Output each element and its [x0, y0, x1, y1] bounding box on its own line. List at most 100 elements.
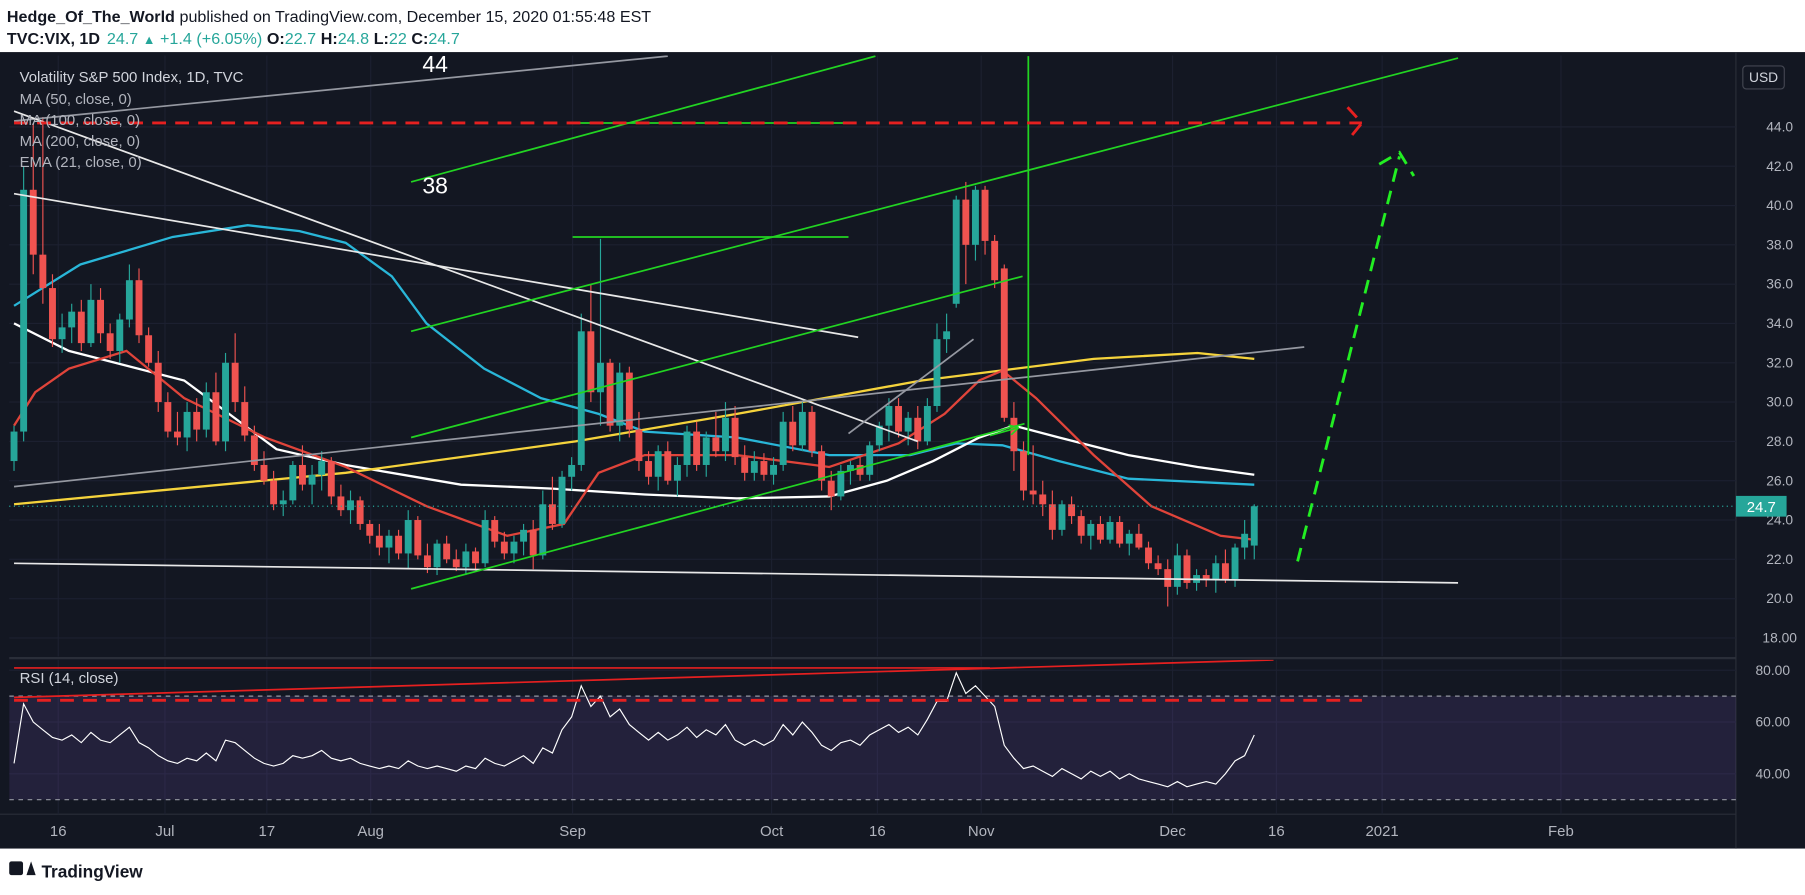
candle-body [606, 362, 614, 426]
high: 24.8 [338, 30, 369, 48]
candle-body [520, 529, 528, 542]
chart-title: Volatility S&P 500 Index, 1D, TVC [20, 69, 244, 86]
candle-body [39, 254, 47, 289]
candle-body [164, 402, 172, 432]
candle-body [97, 299, 104, 334]
candle-body [693, 431, 701, 465]
last-price-label: 24.7 [1747, 499, 1776, 516]
candles [10, 117, 1258, 607]
trend-line [1346, 106, 1364, 142]
h-label: H: [321, 30, 338, 48]
candle-body [1231, 547, 1239, 579]
candle-body [145, 335, 153, 363]
arrow-head [1008, 424, 1019, 429]
candle-body [1068, 504, 1076, 517]
x-tick-label: 17 [259, 823, 276, 840]
o-label: O: [267, 30, 285, 48]
candle-body [1183, 555, 1191, 583]
candle-body [308, 474, 316, 485]
candle-body [318, 461, 326, 475]
candle-body [395, 535, 403, 554]
candle-body [683, 431, 691, 465]
candle-body [616, 372, 624, 426]
candle-body [347, 500, 354, 511]
trend-line [410, 422, 1025, 590]
brand: TradingView [41, 861, 143, 881]
candle-body [1020, 451, 1027, 491]
candle-body [673, 464, 681, 481]
candle-body [818, 451, 826, 481]
candle-body [443, 543, 451, 560]
y-tick-label: 32.0 [1766, 354, 1793, 370]
candle-body [568, 464, 576, 477]
candle-body [212, 392, 220, 442]
candle-body [106, 333, 114, 351]
rsi-pane [9, 671, 1736, 801]
indicators [13, 224, 1255, 541]
y-tick-label: 20.0 [1766, 590, 1793, 606]
candle-body [452, 559, 460, 568]
candle-body [712, 437, 720, 452]
rsi-tick-label: 60.00 [1756, 714, 1791, 730]
candle-body [856, 464, 864, 475]
candle-body [971, 189, 979, 245]
rsi-tick-label: 80.00 [1756, 662, 1791, 678]
candle-body [558, 476, 566, 524]
trend-line [14, 562, 1459, 584]
candle-body [356, 500, 364, 524]
candle-body [433, 543, 441, 568]
x-tick-label: Nov [968, 823, 995, 840]
candle-body [298, 464, 306, 485]
candle-body [375, 535, 383, 548]
low: 22 [389, 30, 407, 48]
candle-body [981, 189, 989, 241]
trend-line [1378, 150, 1416, 177]
candle-body [1250, 506, 1258, 546]
header-line-1: Hedge_Of_The_World published on TradingVi… [7, 8, 651, 26]
author: Hedge_Of_The_World [7, 8, 175, 26]
candle-body [125, 280, 133, 320]
candle-body [202, 392, 210, 430]
candle-body [645, 461, 653, 477]
candle-body [1000, 268, 1008, 418]
candle-body [423, 555, 431, 568]
candle-body [587, 331, 595, 393]
unit: USD [1749, 69, 1778, 85]
candle-body [77, 311, 85, 344]
x-tick-label: Jul [155, 823, 174, 840]
candle-body [500, 541, 508, 554]
y-tick-label: 18.00 [1762, 630, 1797, 646]
candle-body [327, 461, 335, 497]
candle-body [1116, 521, 1124, 544]
candle-body [1212, 563, 1220, 579]
candle-body [260, 464, 268, 481]
candle-body [1173, 555, 1181, 587]
rsi-line [13, 671, 1255, 788]
candle-body [760, 461, 768, 475]
candle-body [1077, 516, 1085, 536]
candle-body [193, 411, 201, 430]
trend-line [410, 275, 1023, 439]
l-label: L: [374, 30, 389, 48]
candle-body [914, 417, 922, 442]
change-pct: (+6.05%) [196, 30, 262, 48]
candle-body [174, 431, 181, 438]
candle-body [154, 362, 162, 403]
candle-body [991, 240, 999, 281]
candle-body [904, 417, 912, 432]
candle-body [1029, 490, 1037, 495]
trend-line [1296, 156, 1401, 562]
candle-body [741, 457, 749, 473]
y-tick-label: 38.0 [1766, 236, 1793, 252]
y-tick-label: 22.0 [1766, 551, 1793, 567]
trend-line [410, 57, 1459, 333]
candle-body [827, 480, 835, 497]
candle-body [20, 189, 28, 432]
last: 24.7 [107, 30, 138, 48]
indicator-line [13, 351, 1255, 506]
candle-body [49, 288, 56, 340]
published: published on TradingView.com, December 1… [180, 8, 652, 26]
trend-line [14, 659, 1274, 699]
annotation: 38 [422, 173, 448, 199]
